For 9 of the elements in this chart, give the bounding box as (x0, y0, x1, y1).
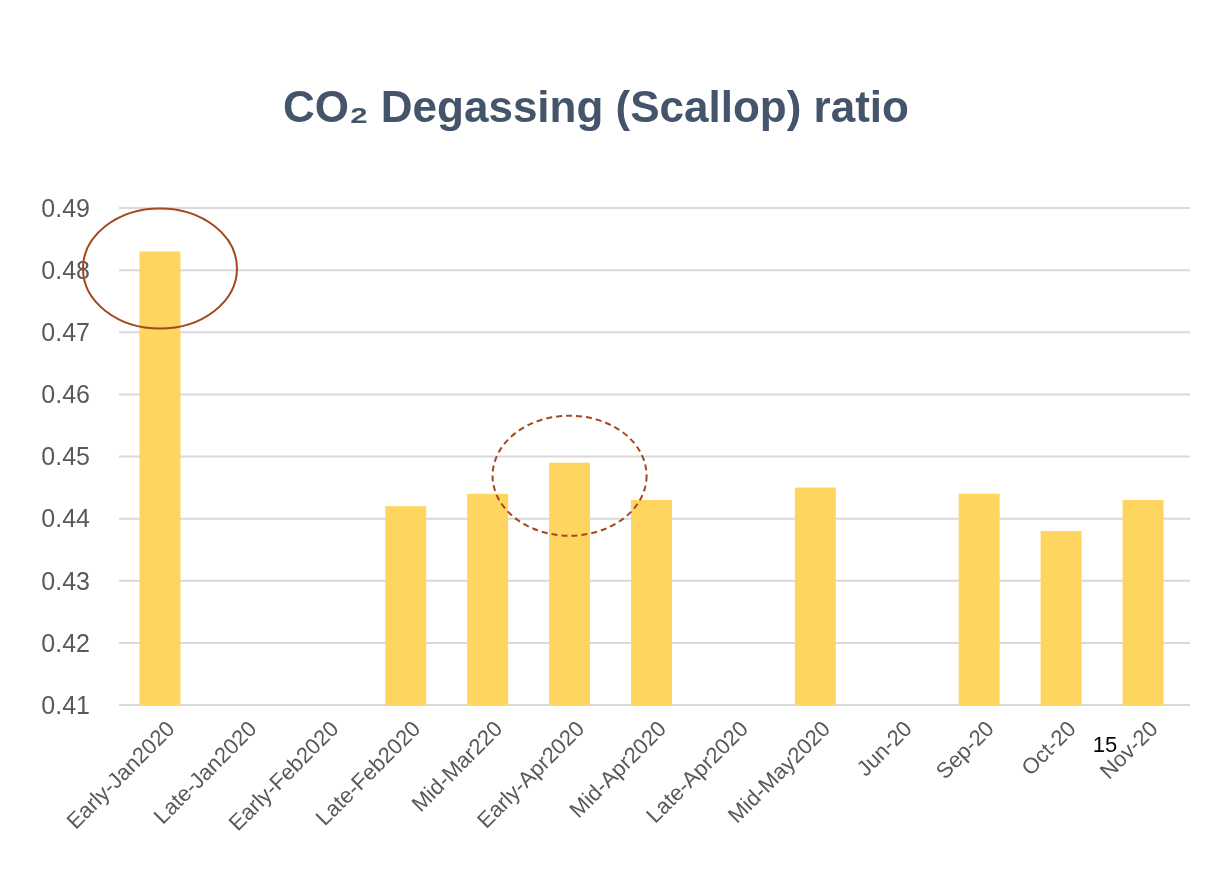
y-tick-label: 0.47 (41, 318, 90, 346)
y-tick-label: 0.45 (41, 442, 90, 471)
y-tick-label: 0.49 (41, 193, 90, 222)
y-tick-label: 0.44 (41, 504, 91, 533)
y-tick-label: 0.46 (41, 380, 90, 409)
y-tick-label: 0.42 (41, 628, 90, 657)
y-tick-label: 0.43 (41, 566, 90, 595)
chart-title: CO₂ Degassing (Scallop) ratio (283, 82, 909, 131)
y-tick-label: 0.41 (41, 690, 90, 719)
